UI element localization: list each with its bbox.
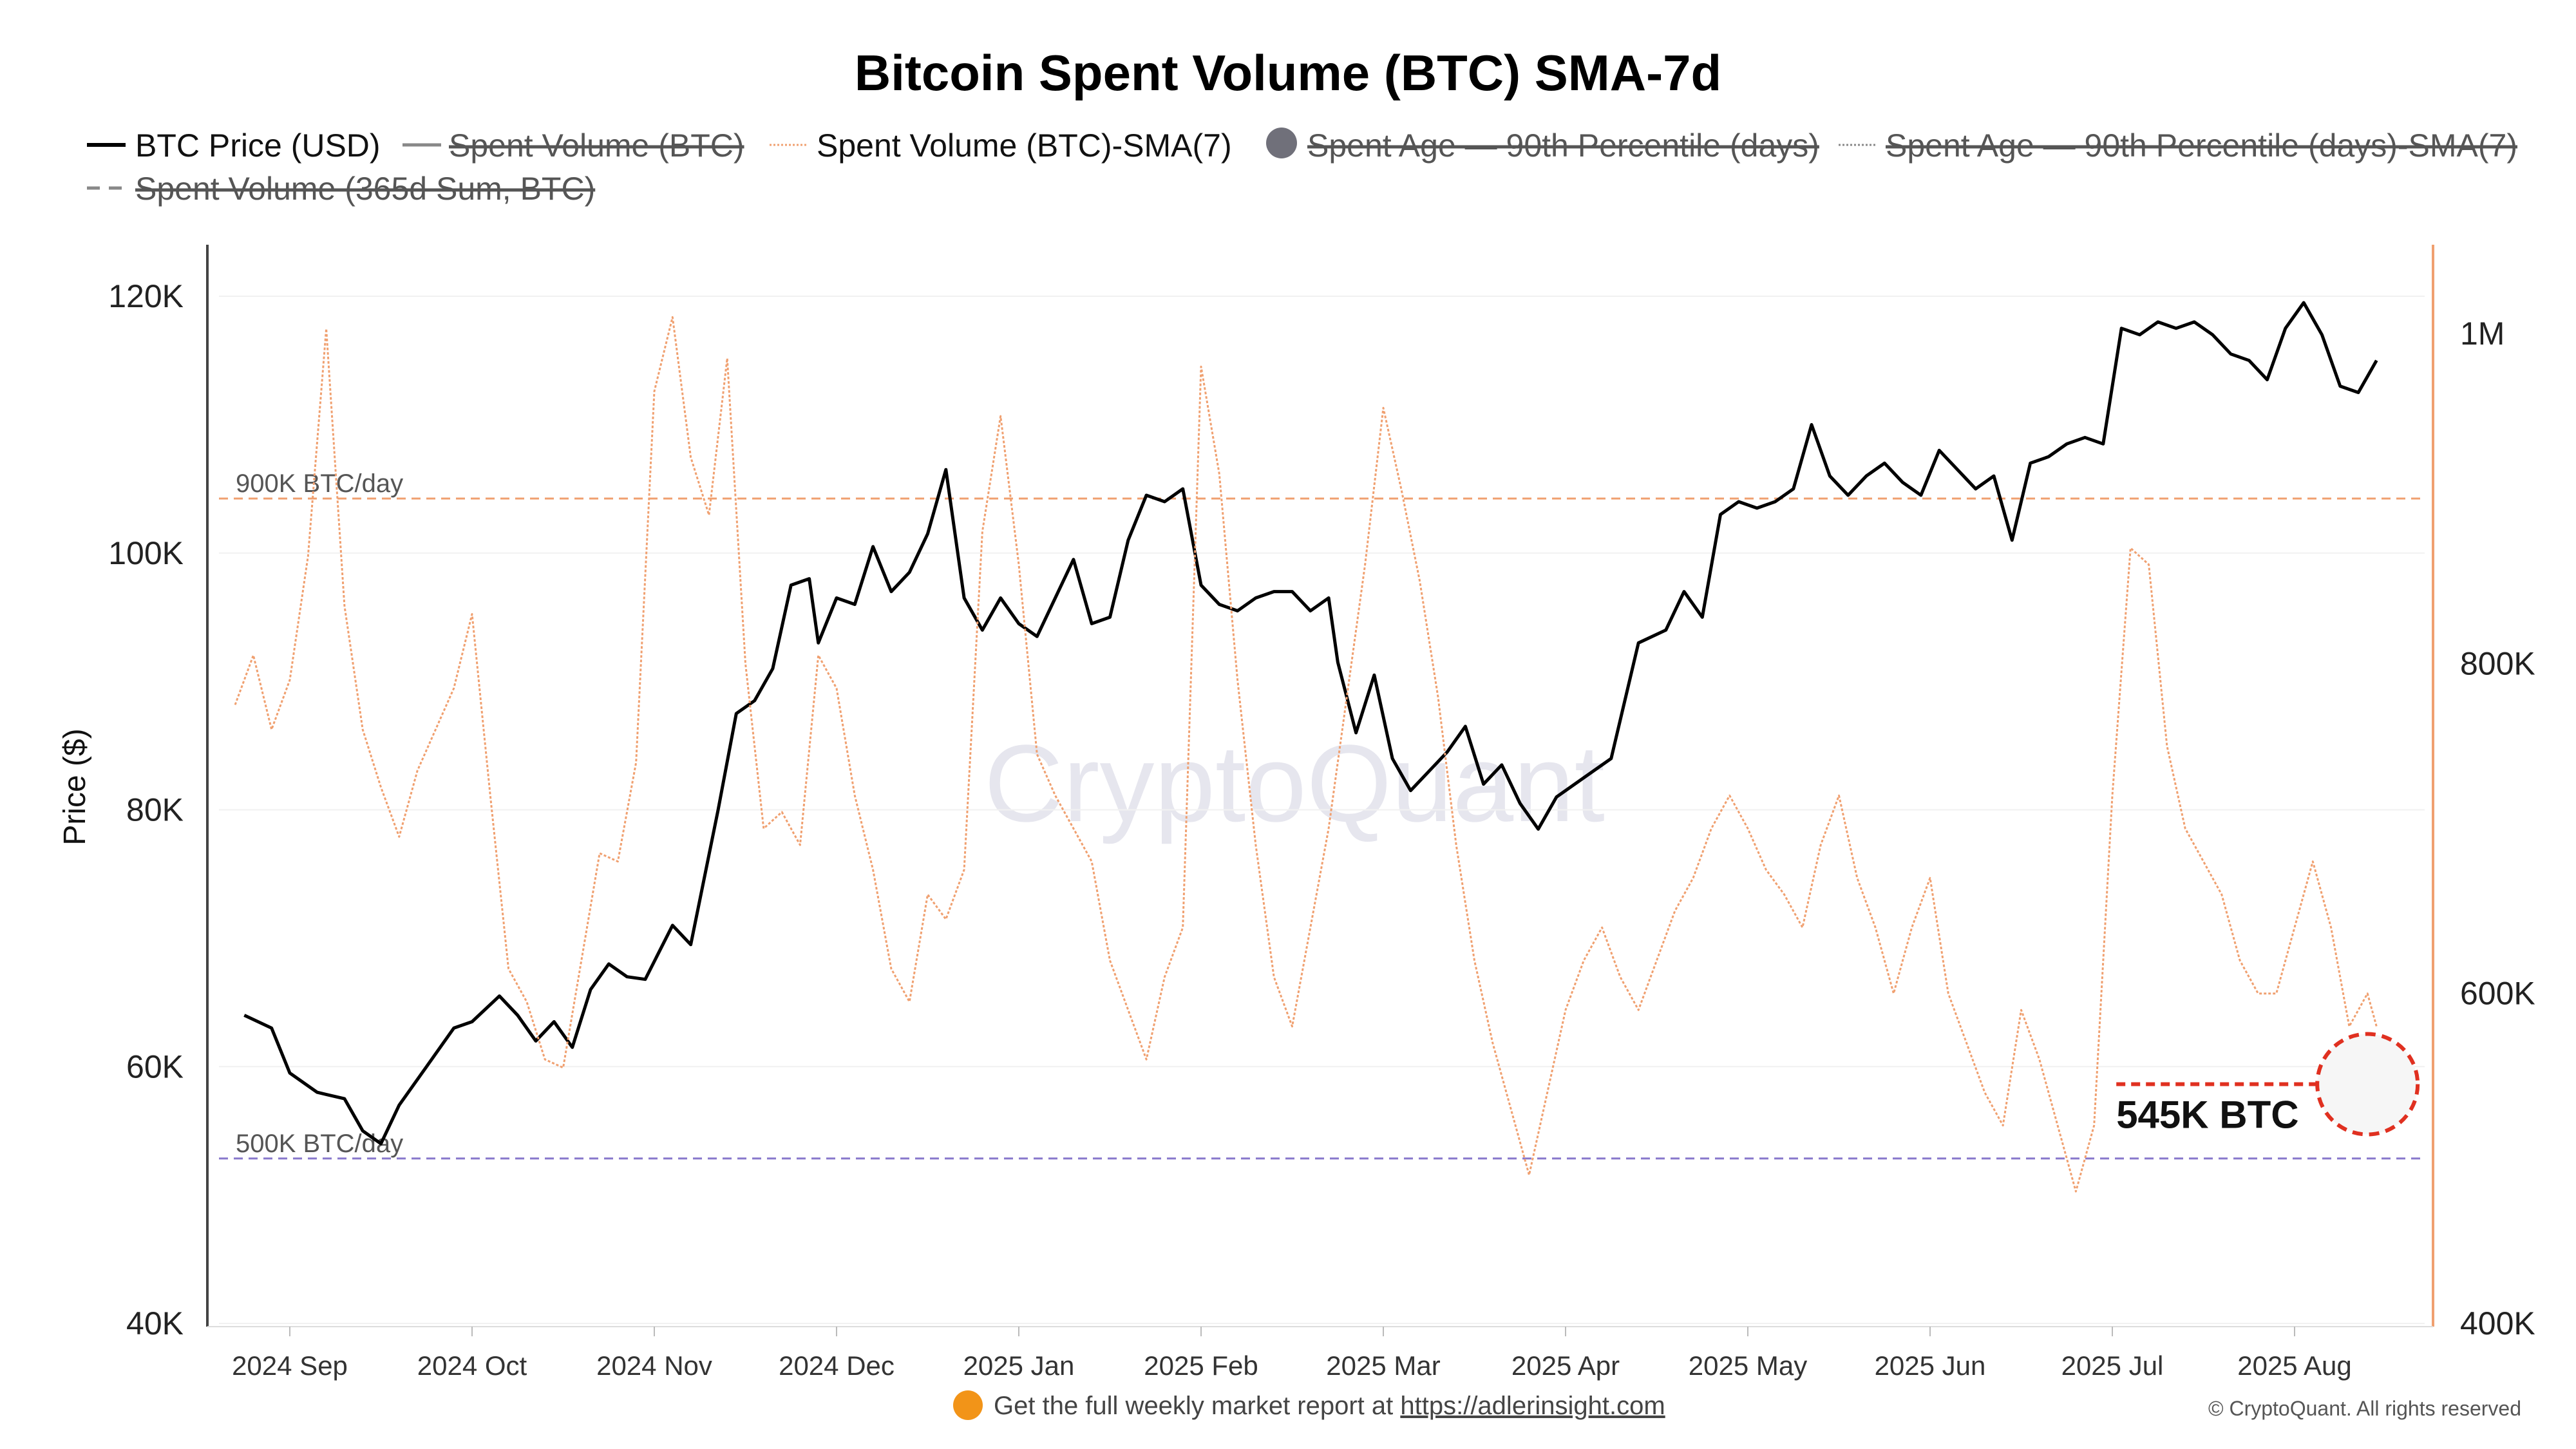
legend-item-spent-volume[interactable]: Spent Volume (BTC): [402, 128, 744, 164]
x-tick-label: 2025 Feb: [1144, 1350, 1258, 1381]
y-left-tick-label: 60K: [126, 1048, 184, 1084]
x-tick-label: 2024 Sep: [232, 1350, 348, 1381]
annotation-circle: [2315, 1032, 2420, 1137]
legend-label-spent-volume-sma: Spent Volume (BTC)-SMA(7): [817, 128, 1232, 164]
legend-label-btc-price: BTC Price (USD): [135, 128, 381, 164]
footer: Get the full weekly market report at htt…: [953, 1390, 1665, 1420]
x-tick-label: 2025 Mar: [1326, 1350, 1440, 1381]
x-tick-label: 2025 Apr: [1511, 1350, 1620, 1381]
x-tick-label: 2025 Aug: [2237, 1350, 2352, 1381]
y-left-tick-label: 80K: [126, 792, 184, 828]
y-right-tick-label: 400K: [2460, 1305, 2535, 1341]
legend-label-spent-age-sma: Spent Age — 90th Percentile (days)-SMA(7…: [1886, 128, 2517, 164]
legend: BTC Price (USD) Spent Volume (BTC) Spent…: [87, 128, 2517, 207]
legend-item-spent-volume-365d[interactable]: Spent Volume (365d Sum, BTC): [87, 171, 595, 207]
legend-item-spent-age[interactable]: Spent Age — 90th Percentile (days): [1266, 128, 1819, 164]
chart-title: Bitcoin Spent Volume (BTC) SMA-7d: [855, 44, 1721, 101]
x-tick-label: 2025 Jun: [1875, 1350, 1986, 1381]
footer-link[interactable]: https://adlerinsight.com: [1400, 1392, 1665, 1420]
axes: 40K 60K 80K 100K 120K 400K 600K 800K 1M 2024 Sep 2…: [108, 245, 2535, 1381]
legend-item-spent-volume-sma[interactable]: Spent Volume (BTC)-SMA(7): [770, 128, 1232, 164]
x-tick-label: 2024 Nov: [596, 1350, 712, 1381]
footer-text: Get the full weekly market report at: [994, 1392, 1400, 1420]
annotation-label: 545K BTC: [2116, 1094, 2298, 1137]
series: [234, 301, 2378, 1193]
gridlines: [219, 296, 2425, 1324]
y-right-tick-label: 800K: [2460, 645, 2535, 681]
x-tick-label: 2025 Jan: [963, 1350, 1075, 1381]
svg-text:Get the full weekly market rep: Get the full weekly market report at htt…: [994, 1392, 1665, 1420]
y-left-tick-label: 120K: [108, 278, 184, 314]
x-tick-label: 2024 Oct: [417, 1350, 527, 1381]
y-axis-title: Price ($): [58, 728, 92, 845]
reference-line-label: 500K BTC/day: [236, 1130, 403, 1158]
legend-item-spent-age-sma[interactable]: Spent Age — 90th Percentile (days)-SMA(7…: [1839, 128, 2517, 164]
reference-line-label: 900K BTC/day: [236, 469, 403, 498]
y-right-tick-label: 600K: [2460, 976, 2535, 1012]
legend-label-spent-age: Spent Age — 90th Percentile (days): [1307, 128, 1819, 164]
legend-label-spent-volume-365d: Spent Volume (365d Sum, BTC): [135, 171, 595, 207]
copyright: © CryptoQuant. All rights reserved: [2208, 1397, 2521, 1420]
y-left-tick-label: 40K: [126, 1305, 184, 1341]
btc-price-line: [243, 301, 2378, 1146]
watermark: CryptoQuant: [984, 723, 1605, 845]
spent-volume-sma-line: [234, 316, 2378, 1193]
x-tick-label: 2025 May: [1689, 1350, 1807, 1381]
x-tick-label: 2024 Dec: [779, 1350, 895, 1381]
y-right-tick-label: 1M: [2460, 316, 2505, 352]
reference-lines: 900K BTC/day 500K BTC/day: [219, 469, 2425, 1160]
legend-item-btc-price[interactable]: BTC Price (USD): [87, 128, 381, 164]
legend-swatch-spent-age: [1266, 128, 1297, 158]
legend-label-spent-volume: Spent Volume (BTC): [449, 128, 744, 164]
y-left-tick-label: 100K: [108, 535, 184, 571]
x-tick-label: 2025 Jul: [2061, 1350, 2164, 1381]
orange-circle-icon: [953, 1390, 983, 1420]
annotations: 545K BTC: [2116, 1032, 2420, 1137]
